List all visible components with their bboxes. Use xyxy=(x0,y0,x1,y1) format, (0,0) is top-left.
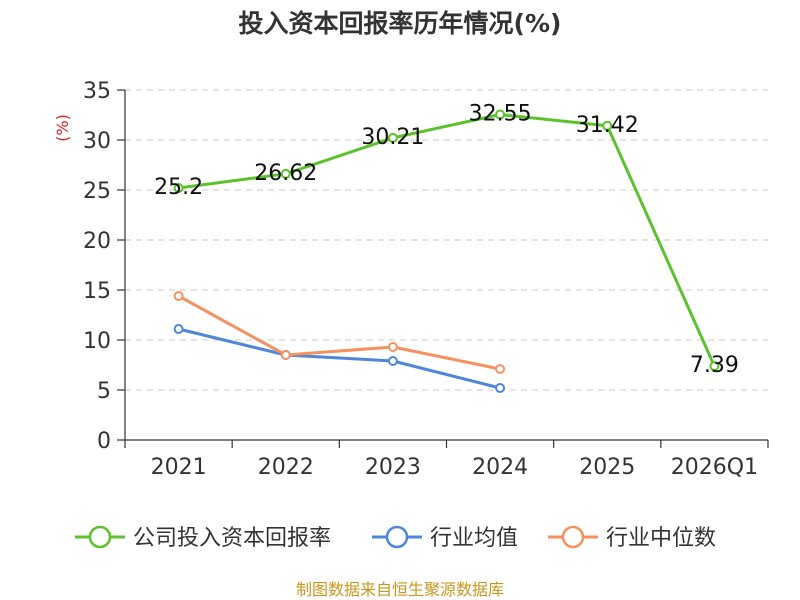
data-label: 31.42 xyxy=(576,113,639,138)
data-point[interactable] xyxy=(173,291,184,301)
series-line xyxy=(178,113,716,367)
y-tick-label: 15 xyxy=(83,279,111,304)
data-point[interactable] xyxy=(495,109,506,120)
data-point[interactable] xyxy=(173,183,184,193)
data-point[interactable] xyxy=(173,324,184,334)
data-point[interactable] xyxy=(387,356,398,366)
data-label: 7.39 xyxy=(690,353,739,378)
legend-label: 公司投入资本回报率 xyxy=(133,526,331,551)
data-point[interactable] xyxy=(387,342,398,352)
x-tick-label: 2026Q1 xyxy=(671,455,758,480)
x-tick-label: 2022 xyxy=(258,455,314,480)
x-tick-label: 2024 xyxy=(472,455,528,480)
legend-label: 行业中位数 xyxy=(606,526,716,551)
data-point[interactable] xyxy=(280,350,291,360)
y-axis-unit: (%) xyxy=(53,114,72,142)
x-tick-label: 2023 xyxy=(365,455,421,480)
legend[interactable]: 公司投入资本回报率 行业均值 行业中位数 xyxy=(75,525,716,551)
source-note: 制图数据来自恒生聚源数据库 xyxy=(296,580,504,599)
data-label: 30.21 xyxy=(361,125,424,150)
legend-item[interactable]: 公司投入资本回报率 xyxy=(75,525,331,551)
series-line xyxy=(178,327,501,390)
legend-item[interactable]: 行业均值 xyxy=(372,525,518,551)
grid xyxy=(125,89,768,391)
data-label: 25.2 xyxy=(154,175,203,200)
series-layer xyxy=(173,109,720,393)
chart-title: 投入资本回报率历年情况(%) xyxy=(239,9,562,38)
data-point[interactable] xyxy=(495,383,506,393)
data-label: 32.55 xyxy=(469,102,532,127)
y-tick-label: 35 xyxy=(83,79,111,104)
legend-label: 行业均值 xyxy=(430,526,518,551)
series-line xyxy=(177,294,501,371)
data-point[interactable] xyxy=(387,132,398,143)
y-tick-label: 10 xyxy=(83,329,111,354)
x-tick-label: 2021 xyxy=(151,455,207,480)
y-tick-label: 30 xyxy=(83,129,111,154)
x-tick-label: 2025 xyxy=(579,455,635,480)
legend-item[interactable]: 行业中位数 xyxy=(548,525,716,551)
y-tick-label: 0 xyxy=(97,429,111,454)
data-point[interactable] xyxy=(709,361,720,372)
y-tick-label: 5 xyxy=(97,379,111,404)
y-tick-label: 25 xyxy=(83,179,111,204)
data-labels: 25.2 26.62 30.21 32.55 31.42 7.39 xyxy=(154,102,739,379)
data-point[interactable] xyxy=(495,364,506,374)
legend-marker xyxy=(88,525,112,549)
data-point[interactable] xyxy=(280,168,291,179)
y-tick-label: 20 xyxy=(83,229,111,254)
data-label: 26.62 xyxy=(254,161,317,186)
data-point[interactable] xyxy=(602,120,613,131)
legend-marker xyxy=(385,525,409,549)
legend-marker xyxy=(561,525,585,549)
